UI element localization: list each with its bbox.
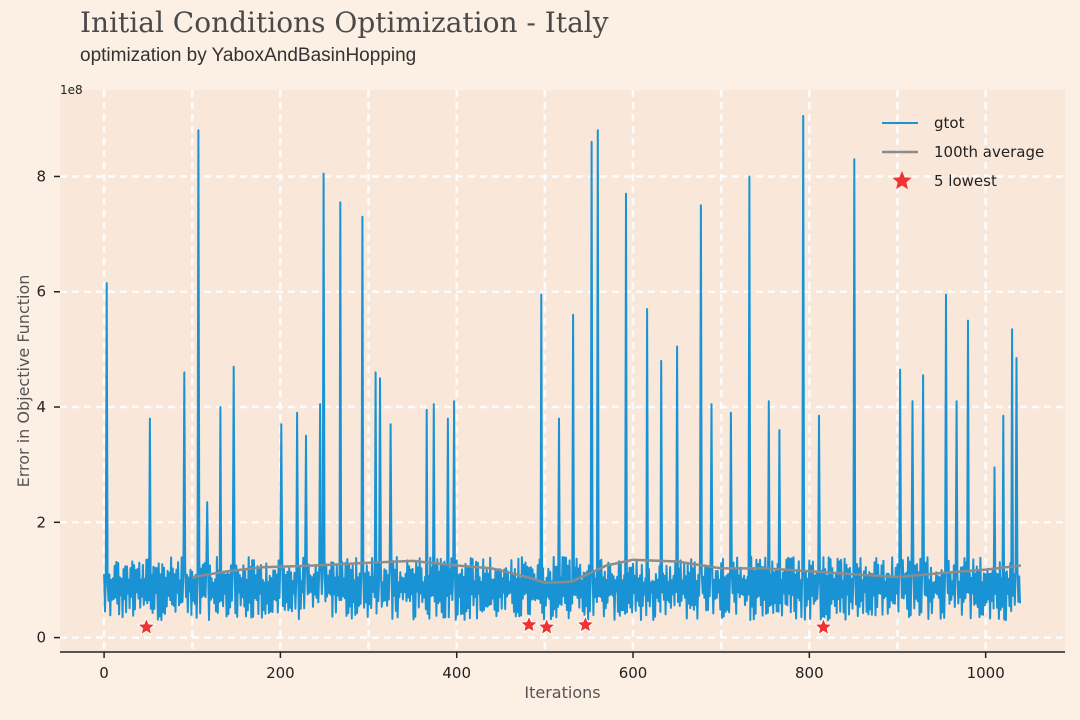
y-offset-label: 1e8: [60, 83, 83, 97]
series-lowest: [136, 614, 834, 636]
axes: 0 200 400 600 800 1000 0 2 4 6 8: [36, 167, 1065, 682]
x-tick-label: 600: [619, 664, 648, 682]
y-tick-label: 0: [36, 629, 46, 647]
x-tick-label: 0: [99, 664, 109, 682]
y-axis-label: Error in Objective Function: [14, 275, 33, 488]
legend-lowest-swatch: [892, 171, 912, 190]
series-average: [191, 558, 1022, 585]
lowest-point-star: [536, 616, 557, 636]
x-tick-label: 800: [795, 664, 824, 682]
lowest-point-star: [519, 614, 539, 634]
y-tick-label: 4: [36, 398, 46, 416]
grid: [60, 90, 1065, 652]
page-subtitle: optimization by YaboxAndBasinHopping: [80, 45, 417, 66]
average-line: [191, 558, 1022, 585]
lowest-point-star: [813, 616, 834, 636]
legend: gtot 100th average 5 lowest: [882, 114, 1044, 190]
x-tick-label: 400: [442, 664, 471, 682]
x-tick-label: 200: [266, 664, 295, 682]
legend-label: 5 lowest: [934, 172, 997, 190]
x-axis-label: Iterations: [524, 683, 600, 702]
lowest-point-star: [575, 614, 596, 634]
x-tick-label: 1000: [967, 664, 1005, 682]
lowest-point-star: [136, 616, 157, 636]
y-tick-label: 2: [36, 513, 46, 531]
y-tick-label: 6: [36, 283, 46, 301]
legend-label: gtot: [934, 114, 965, 132]
legend-label: 100th average: [934, 143, 1044, 161]
y-tick-label: 8: [36, 167, 46, 185]
page-title: Initial Conditions Optimization - Italy: [80, 6, 609, 39]
